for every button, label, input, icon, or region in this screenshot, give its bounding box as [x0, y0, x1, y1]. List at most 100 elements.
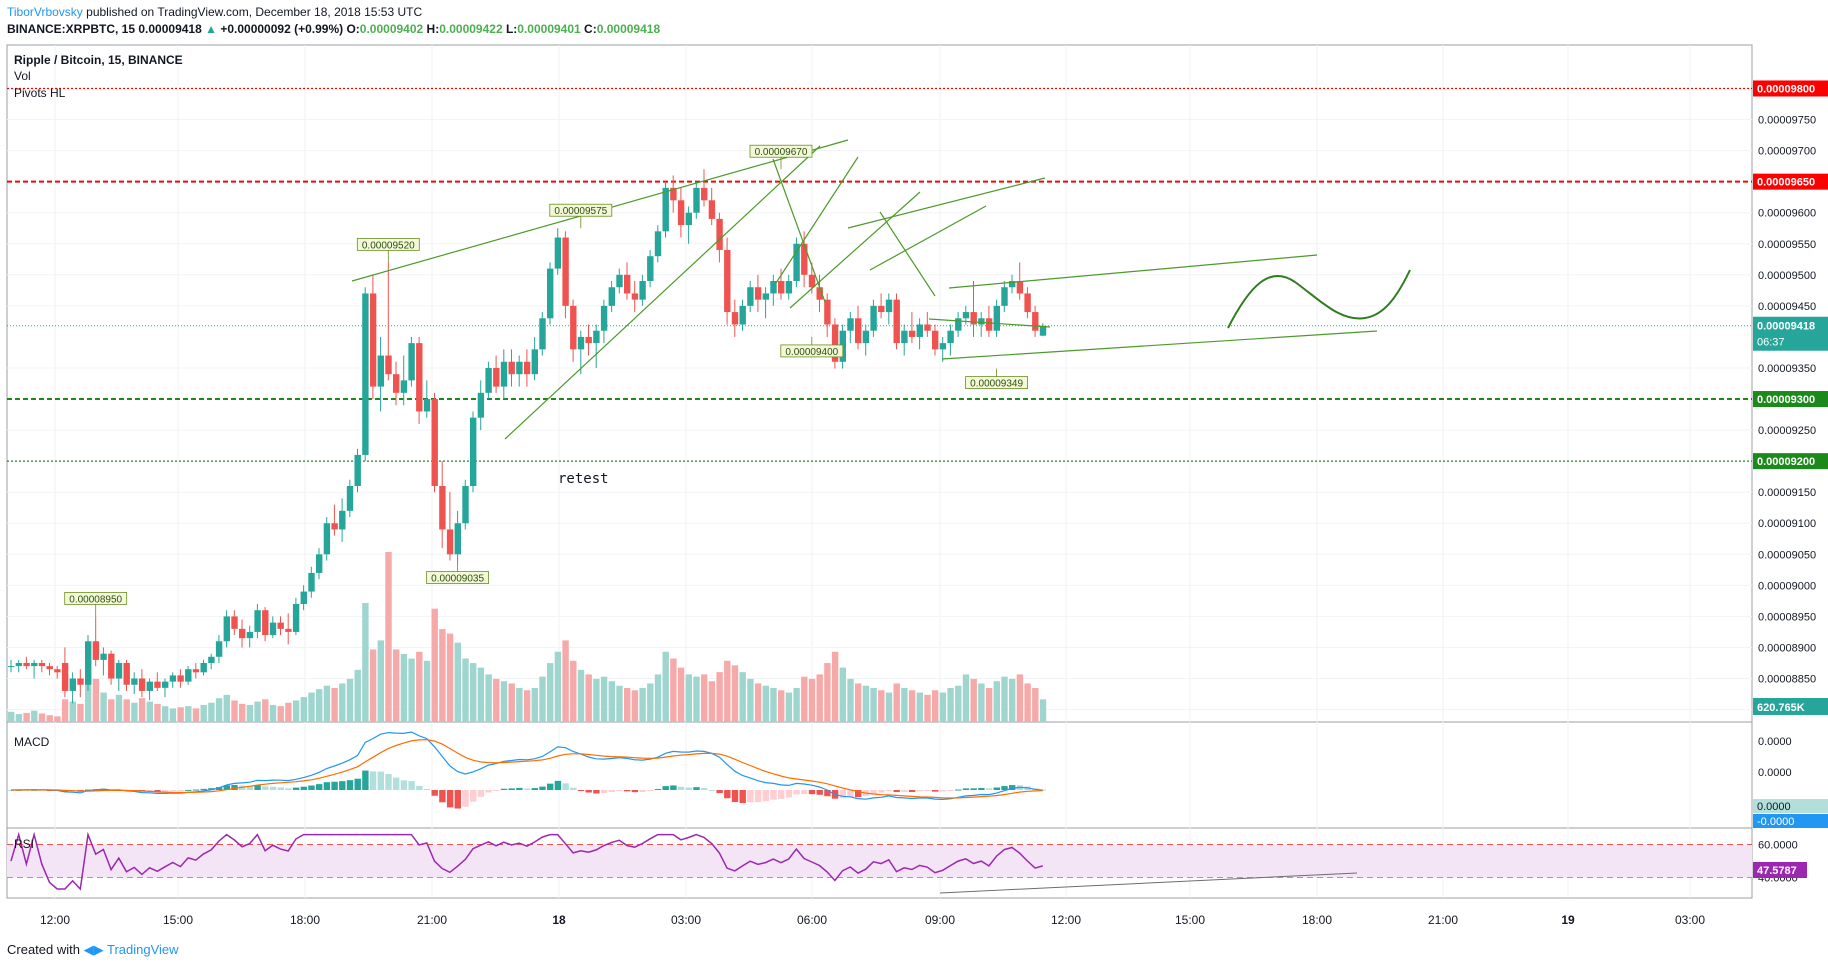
- macd-histogram-bar: [547, 783, 554, 790]
- rsi-tick: 60.0000: [1758, 840, 1798, 852]
- volume-bar: [893, 683, 900, 722]
- macd-histogram-bar: [439, 790, 446, 803]
- volume-tag-bg: [1753, 698, 1828, 715]
- candle-body: [924, 324, 931, 331]
- macd-histogram-bar: [554, 780, 562, 790]
- volume-bar: [754, 683, 762, 722]
- macd-histogram-bar: [323, 782, 331, 790]
- author-link[interactable]: TiborVrbovsky: [7, 5, 83, 19]
- candle-body: [400, 380, 408, 393]
- candle-body: [677, 200, 685, 226]
- volume-bar: [808, 678, 816, 722]
- candle-body: [701, 187, 708, 201]
- volume-bar: [162, 706, 169, 722]
- macd-label: MACD: [14, 735, 50, 749]
- macd-histogram-bar: [516, 787, 523, 790]
- volume-bar: [901, 688, 908, 722]
- candle-body: [531, 349, 538, 375]
- macd-histogram-bar: [647, 790, 654, 791]
- candle-body: [477, 392, 485, 418]
- volume-bar: [831, 651, 839, 722]
- macd-histogram-bar: [670, 785, 677, 790]
- volume-bar: [131, 702, 138, 722]
- candle-body: [624, 274, 631, 294]
- rsi-band: [7, 844, 1752, 878]
- macd-histogram-bar: [308, 785, 315, 790]
- macd-histogram-bar: [146, 790, 153, 792]
- candle-body: [855, 318, 862, 344]
- candle-body: [131, 678, 138, 685]
- price-tick: 0.00009600: [1758, 208, 1816, 220]
- candle-body: [54, 669, 61, 673]
- price-tick: 0.00009550: [1758, 239, 1816, 251]
- volume-bar: [608, 681, 615, 722]
- legend-vol: Vol: [14, 69, 31, 83]
- trendline: [869, 205, 987, 271]
- volume-bar: [269, 705, 277, 722]
- macd-pane: [8, 731, 1047, 809]
- low-label: L:: [505, 22, 518, 36]
- high-value: 0.00009422: [439, 22, 503, 36]
- macd-histogram-bar: [939, 790, 947, 792]
- candle-body: [739, 305, 746, 325]
- candle-body: [46, 666, 53, 670]
- macd-histogram-bar: [485, 790, 492, 793]
- macd-histogram-bar: [608, 790, 615, 792]
- time-tick: 03:00: [671, 913, 701, 927]
- close-label: C:: [584, 22, 597, 36]
- candle-body: [847, 318, 854, 331]
- publish-info: published on TradingView.com, December 1…: [86, 5, 423, 19]
- candle-body: [246, 631, 254, 639]
- macd-histogram-bar: [785, 790, 793, 798]
- volume-bar: [300, 697, 307, 722]
- candle-body: [277, 622, 284, 629]
- candle-body: [269, 622, 277, 636]
- tradingview-brand[interactable]: TradingView: [107, 942, 179, 957]
- tradingview-logo-icon[interactable]: ◀▶: [83, 942, 104, 957]
- volume-bar: [547, 663, 554, 722]
- time-tick: 18:00: [1302, 913, 1332, 927]
- candle-body: [901, 330, 908, 344]
- candle-body: [962, 312, 970, 319]
- time-tick: 12:00: [40, 913, 70, 927]
- candle-body: [993, 305, 1000, 331]
- price-tick: 0.00009700: [1758, 146, 1816, 158]
- macd-histogram-bar: [223, 785, 230, 790]
- candle-body: [331, 523, 338, 530]
- volume-bar: [523, 690, 531, 722]
- candle-body: [208, 656, 215, 663]
- rsi-line: [10, 831, 1044, 891]
- volume-bar: [477, 667, 485, 722]
- level-tag: 0.00009800: [1757, 83, 1815, 95]
- volume-bar: [978, 683, 985, 722]
- volume-bar: [985, 688, 993, 722]
- macd-histogram-bar: [808, 790, 816, 795]
- macd-histogram-bar: [477, 790, 485, 797]
- high-label: H:: [426, 22, 440, 36]
- volume-bar: [223, 694, 230, 722]
- macd-histogram-bar: [855, 790, 862, 798]
- volume-bar: [647, 683, 654, 722]
- plot-border: [6, 44, 1753, 899]
- level-tag: 0.00009650: [1757, 177, 1815, 189]
- volume-bar: [470, 663, 477, 722]
- pivot-label: 0.00009035: [431, 574, 484, 585]
- volume-bar: [762, 685, 769, 722]
- pivot-label: 0.00009575: [554, 206, 607, 217]
- macd-histogram-bar: [724, 790, 731, 799]
- volume-bar: [693, 676, 700, 722]
- volume-bar: [408, 658, 415, 722]
- macd-histogram-bar: [685, 787, 692, 790]
- macd-histogram-bar: [377, 771, 384, 790]
- current-price-bg: [1753, 316, 1828, 351]
- candle-body: [778, 281, 785, 294]
- macd-histogram-bar: [639, 790, 646, 792]
- macd-histogram-bar: [339, 781, 346, 790]
- volume-bar: [685, 674, 692, 722]
- macd-histogram-bar: [847, 790, 854, 797]
- macd-histogram-bar: [677, 786, 685, 790]
- open-value: 0.00009402: [359, 22, 424, 36]
- volume-bar: [970, 678, 977, 722]
- forecast-curve: [1227, 269, 1411, 329]
